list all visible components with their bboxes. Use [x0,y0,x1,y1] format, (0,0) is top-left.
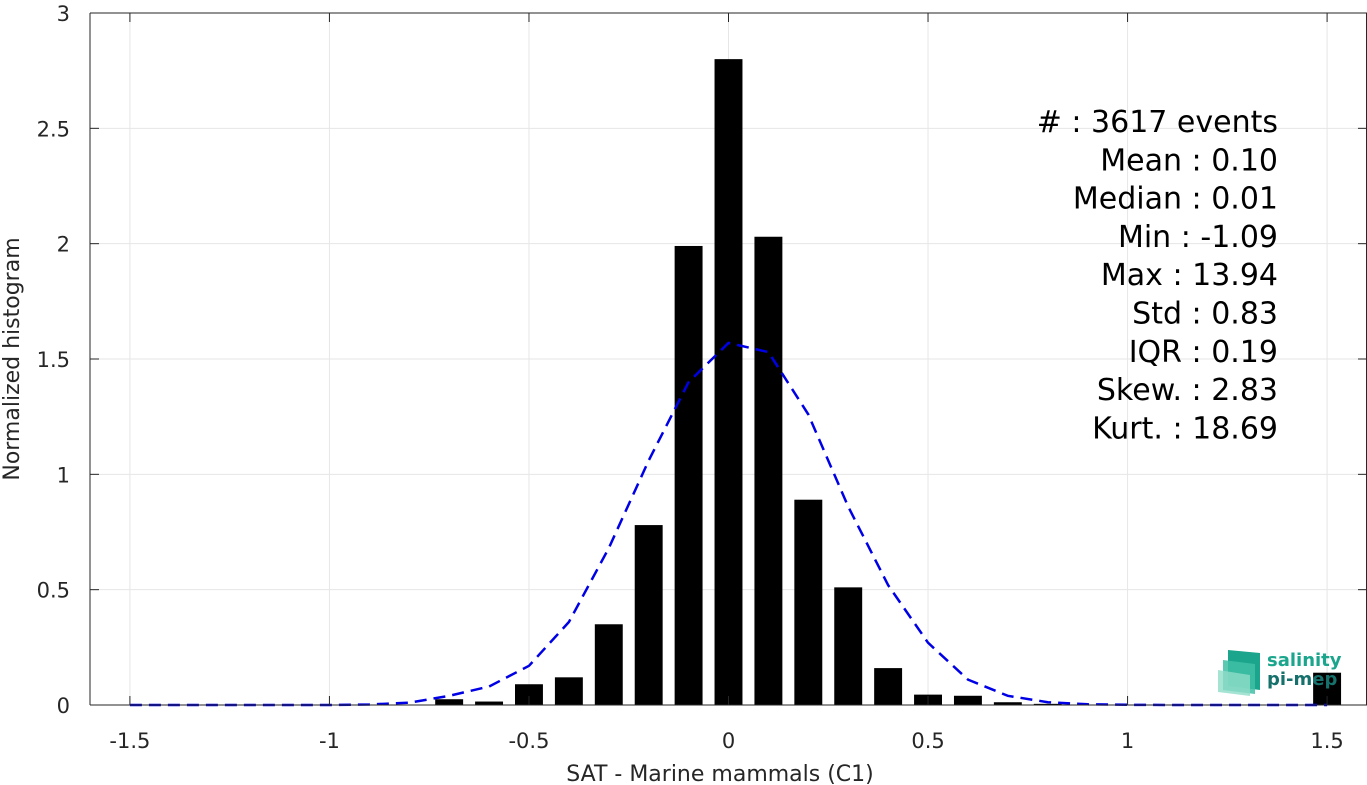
x-tick-label: -0.5 [508,729,549,753]
histogram-bar [874,668,903,705]
y-tick-label: 2.5 [37,117,70,141]
y-tick-labels: 0 0.5 1 1.5 2 2.5 3 [37,2,70,718]
x-tick-labels: -1.5 -1 -0.5 0 0.5 1 1.5 [109,729,1343,753]
y-tick-label: 1.5 [37,348,70,372]
stats-line: Max : 13.94 [1101,258,1278,293]
x-tick-label: 0 [722,729,735,753]
x-tick-label: -1.5 [109,729,150,753]
stats-line: Skew. : 2.83 [1097,373,1278,408]
y-tick-label: 0 [57,694,70,718]
stats-line: Mean : 0.10 [1100,143,1278,178]
x-tick-label: 0.5 [911,729,944,753]
histogram-bar [1033,703,1062,705]
stats-line: Median : 0.01 [1073,182,1278,217]
histogram-bar [834,587,863,705]
histogram-bar [953,695,982,705]
stats-line: Kurt. : 18.69 [1092,411,1278,446]
histogram-bar [714,59,743,705]
histogram-bar [515,684,543,705]
logo-mark-icon [1218,650,1260,696]
stats-line: Std : 0.83 [1132,297,1278,332]
salinity-pimep-logo: salinity pi-mep [1218,650,1342,696]
y-axis-title: Normalized histogram [0,237,25,480]
stats-line: Min : -1.09 [1118,220,1278,255]
histogram-bar [674,245,703,705]
histogram-bar [754,236,783,705]
y-tick-label: 0.5 [37,579,70,603]
logo-text-line1: salinity [1267,650,1342,671]
histogram-bar [594,624,623,705]
x-tick-label: 1.5 [1310,729,1343,753]
x-tick-label: 1 [1121,729,1134,753]
y-tick-label: 1 [57,463,70,487]
histogram-bar [435,699,464,705]
y-tick-label: 2 [57,233,70,257]
stats-line: IQR : 0.19 [1129,335,1278,370]
histogram-bars [435,59,1342,705]
histogram-bar [993,702,1022,705]
x-tick-label: -1 [319,729,340,753]
histogram-bar [475,701,504,705]
stats-line: # : 3617 events [1037,105,1278,140]
histogram-bar [634,525,663,705]
x-axis-title: SAT - Marine mammals (C1) [566,762,874,785]
histogram-bar [554,677,583,705]
histogram-bar [794,499,823,705]
y-tick-label: 3 [57,2,70,26]
logo-text-line2: pi-mep [1267,669,1337,690]
